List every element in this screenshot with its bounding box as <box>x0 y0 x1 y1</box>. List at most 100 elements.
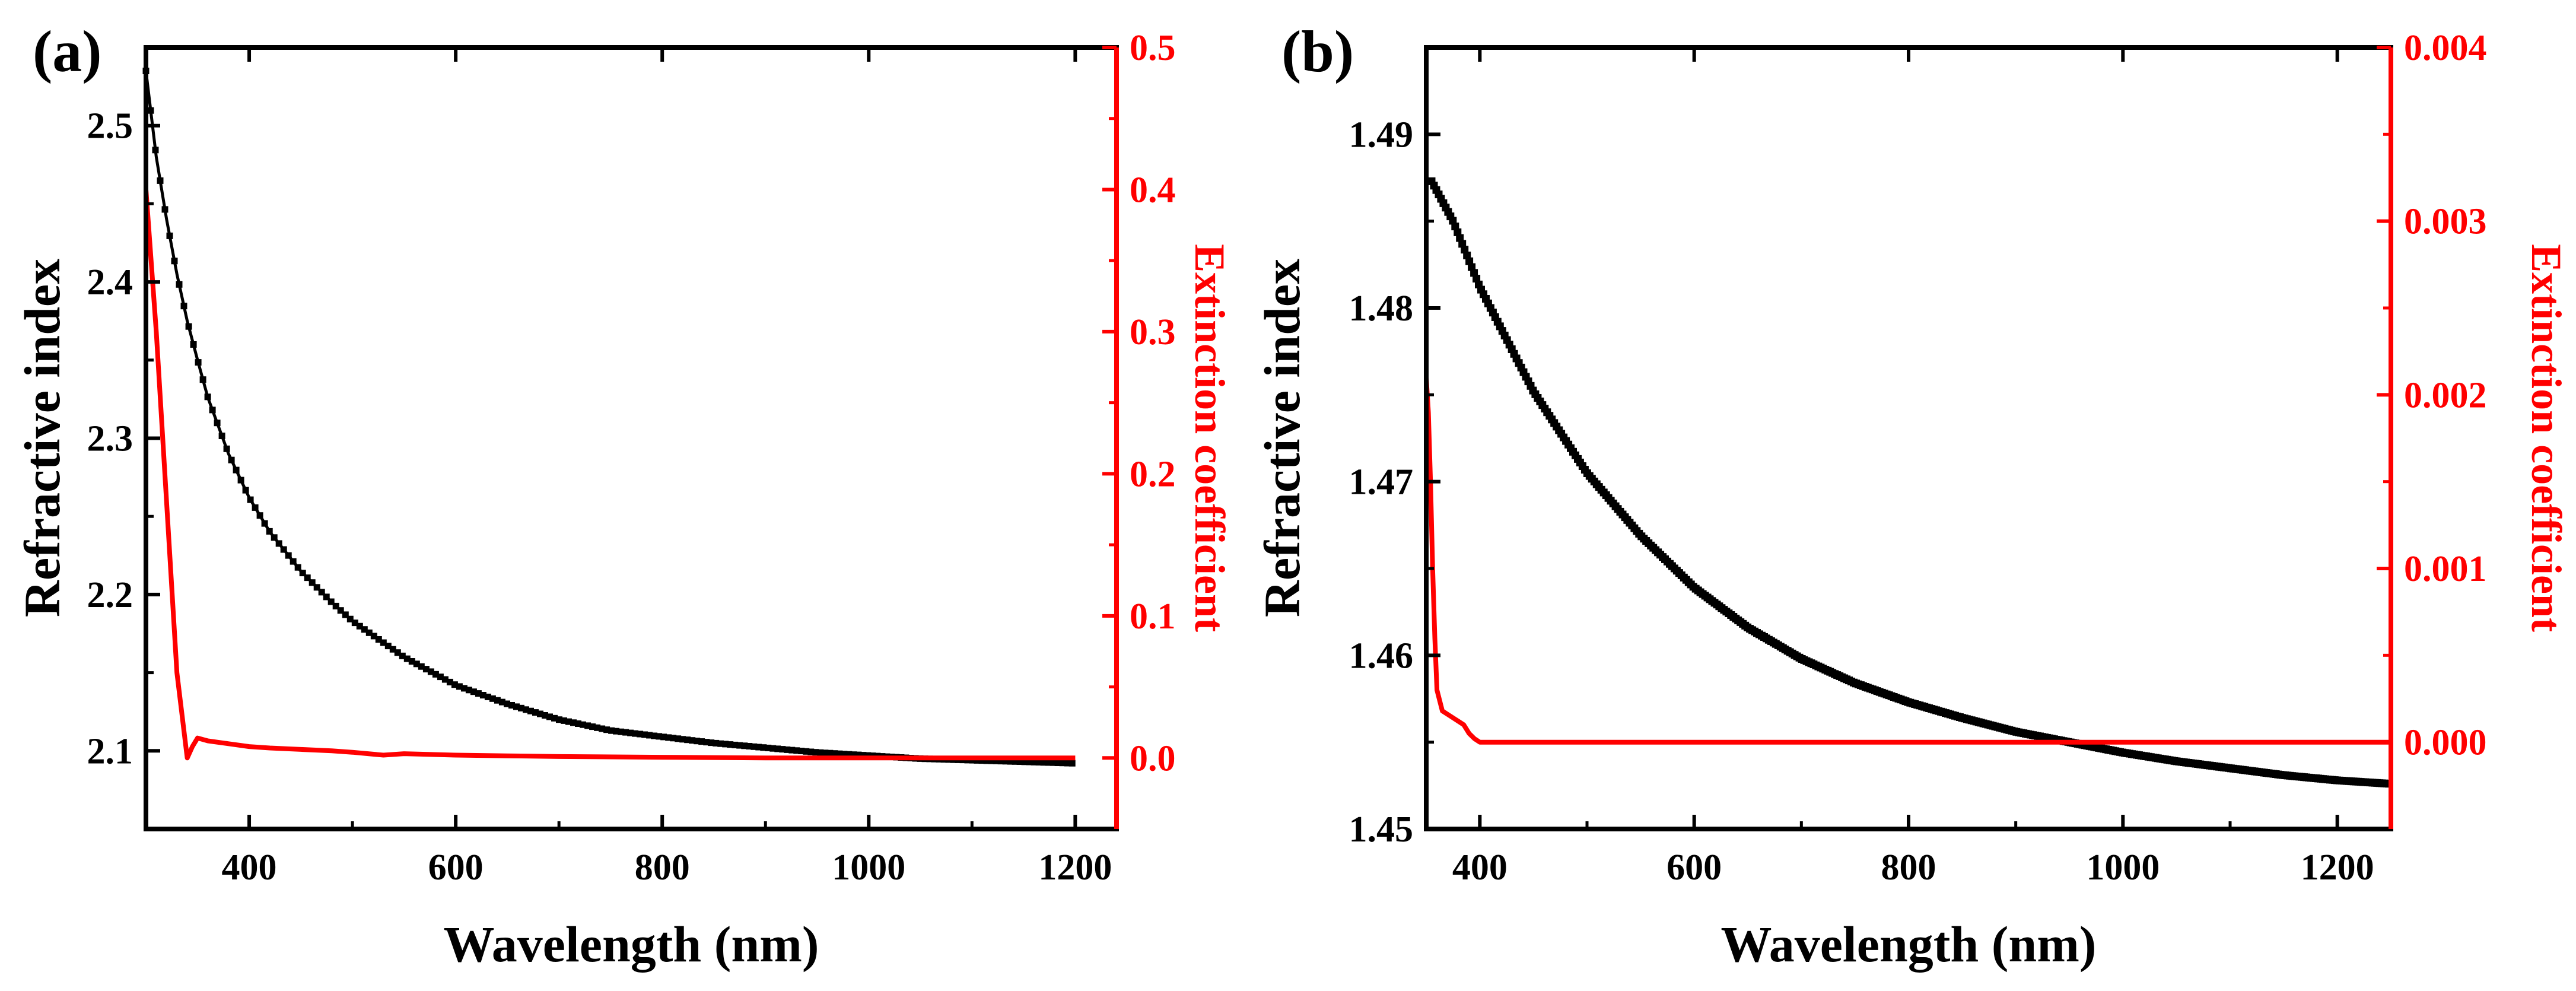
y-tick-label: 2.3 <box>87 419 133 459</box>
refractive-index-point <box>713 739 720 747</box>
x-tick-label: 1200 <box>2301 847 2374 888</box>
refractive-index-point <box>689 737 696 744</box>
refractive-index-point <box>774 745 781 752</box>
refractive-index-point <box>518 704 524 712</box>
refractive-index-point <box>228 456 235 463</box>
refractive-index-point <box>171 258 178 265</box>
refractive-index-point <box>803 748 810 755</box>
refractive-index-point <box>384 643 392 650</box>
refractive-index-point <box>798 748 805 754</box>
panel-a: 400 600 800 1000 1200 2.1 2.2 2.3 2.4 2.5 0.0 0.1 0.… <box>14 18 1233 973</box>
panel-a-y2label: Extinction coefficient <box>1186 244 1233 632</box>
panel-b-xlabel: Wavelength (nm) <box>1720 916 2096 973</box>
refractive-index-point <box>769 745 777 752</box>
refractive-index-point <box>332 602 339 609</box>
refractive-index-point <box>1045 759 1052 766</box>
refractive-index-point <box>589 723 596 730</box>
y-tick-label: 1.48 <box>1349 288 1414 329</box>
refractive-index-point <box>180 303 187 310</box>
y-tick-label: 1.46 <box>1349 636 1414 676</box>
refractive-index-point <box>309 579 316 586</box>
refractive-index-point <box>479 692 486 698</box>
refractive-index-point <box>223 445 230 452</box>
refractive-index-point <box>703 739 710 746</box>
refractive-index-point <box>993 757 1000 764</box>
refractive-index-point <box>793 747 800 754</box>
refractive-index-point <box>622 729 629 736</box>
refractive-index-point <box>532 709 539 716</box>
refractive-index-point <box>195 359 202 366</box>
refractive-index-point <box>542 712 548 719</box>
refractive-index-point <box>675 735 682 742</box>
refractive-index-point <box>233 466 240 474</box>
refractive-index-point <box>1458 240 1467 248</box>
refractive-index-point <box>380 639 387 646</box>
refractive-index-point <box>337 607 344 614</box>
refractive-index-point <box>418 663 425 670</box>
panel-b-label: (b) <box>1281 18 1354 84</box>
refractive-index-point <box>784 746 791 753</box>
refractive-index-point <box>432 671 439 678</box>
refractive-index-point <box>632 730 639 737</box>
refractive-index-point <box>1461 246 1469 254</box>
refractive-index-point <box>855 751 862 758</box>
refractive-index-point <box>864 752 872 759</box>
refractive-index-point <box>679 736 686 743</box>
panel-a-ylabel: Refractive index <box>14 259 71 617</box>
x-tick-label: 600 <box>428 847 484 888</box>
refractive-index-point <box>365 629 373 636</box>
refractive-index-point <box>152 147 159 154</box>
refractive-index-point <box>641 731 648 738</box>
refractive-index-point <box>523 706 529 713</box>
refractive-index-point <box>760 744 767 751</box>
refractive-index-line <box>1430 180 2391 786</box>
y-tick-label: 1.47 <box>1349 462 1414 503</box>
refractive-index-point <box>190 341 197 348</box>
refractive-index-point <box>594 724 601 731</box>
refractive-index-point <box>427 668 434 675</box>
refractive-index-point <box>732 741 739 748</box>
refractive-index-point <box>836 750 843 757</box>
refractive-index-point <box>498 698 505 706</box>
refractive-index-point <box>318 589 325 596</box>
refractive-index-point <box>637 730 644 738</box>
refractive-index-line <box>144 71 1076 765</box>
refractive-index-point <box>280 546 287 553</box>
refractive-index-point <box>551 714 558 722</box>
refractive-index-point <box>1456 234 1464 242</box>
refractive-index-point <box>556 716 562 723</box>
refractive-index-point <box>199 376 206 383</box>
refractive-index-point <box>161 206 168 213</box>
y2-tick-label: 0.2 <box>1130 454 1176 494</box>
refractive-index-point <box>627 729 634 736</box>
panel-a-xlabel: Wavelength (nm) <box>443 916 819 973</box>
refractive-index-point <box>1064 760 1071 767</box>
refractive-index-point <box>1035 759 1042 766</box>
refractive-index-point <box>812 749 819 756</box>
x-tick-label: 800 <box>635 847 690 888</box>
refractive-index-point <box>1050 759 1057 766</box>
extinction-coefficient-line <box>1424 377 2391 745</box>
y-tick-label: 2.1 <box>87 731 133 771</box>
refractive-index-point <box>1007 758 1014 765</box>
refractive-index-point <box>437 674 444 681</box>
refractive-index-point <box>755 744 762 751</box>
x-tick-label: 400 <box>222 847 277 888</box>
refractive-index-point <box>356 622 363 630</box>
refractive-index-point <box>475 690 482 697</box>
refractive-index-point <box>494 697 501 704</box>
panel-b: 400 600 800 1000 1200 1.45 1.46 1.47 1.48 1.49 0.0… <box>1254 18 2570 973</box>
refractive-index-point <box>290 558 297 565</box>
refractive-index-point <box>504 700 510 707</box>
refractive-index-point <box>399 652 406 659</box>
refractive-index-point <box>1031 758 1038 766</box>
refractive-index-point <box>346 615 354 622</box>
refractive-index-point <box>375 636 382 643</box>
refractive-index-point <box>1040 759 1047 766</box>
refractive-index-point <box>822 749 829 757</box>
x-tick-label: 1000 <box>2086 847 2160 888</box>
refractive-index-point <box>603 726 610 733</box>
refractive-index-point <box>408 658 415 665</box>
refractive-index-point <box>983 757 990 764</box>
refractive-index-point <box>670 735 677 742</box>
